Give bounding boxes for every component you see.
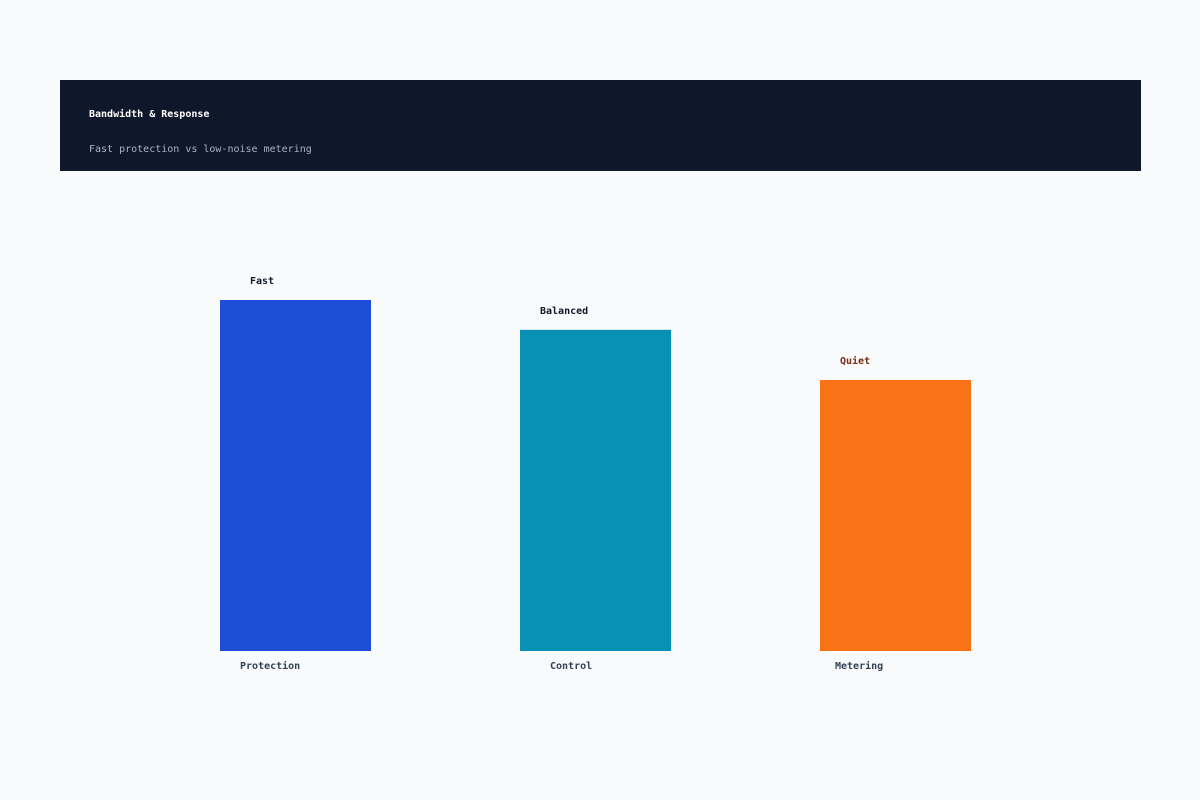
chart-header: Bandwidth & Response Fast protection vs … [60,80,1141,171]
category-label-control: Control [550,661,592,672]
bar-metering [820,380,971,651]
category-label-protection: Protection [240,660,300,672]
bar-protection [220,300,371,651]
data-label-protection: Fast [250,276,274,287]
category-label-metering: Metering [835,660,883,672]
chart-subtitle: Fast protection vs low-noise metering [89,144,312,155]
data-label-control: Balanced [540,306,588,317]
chart-title: Bandwidth & Response [89,109,210,120]
bar-control [520,329,671,651]
data-label-metering: Quiet [840,355,870,367]
